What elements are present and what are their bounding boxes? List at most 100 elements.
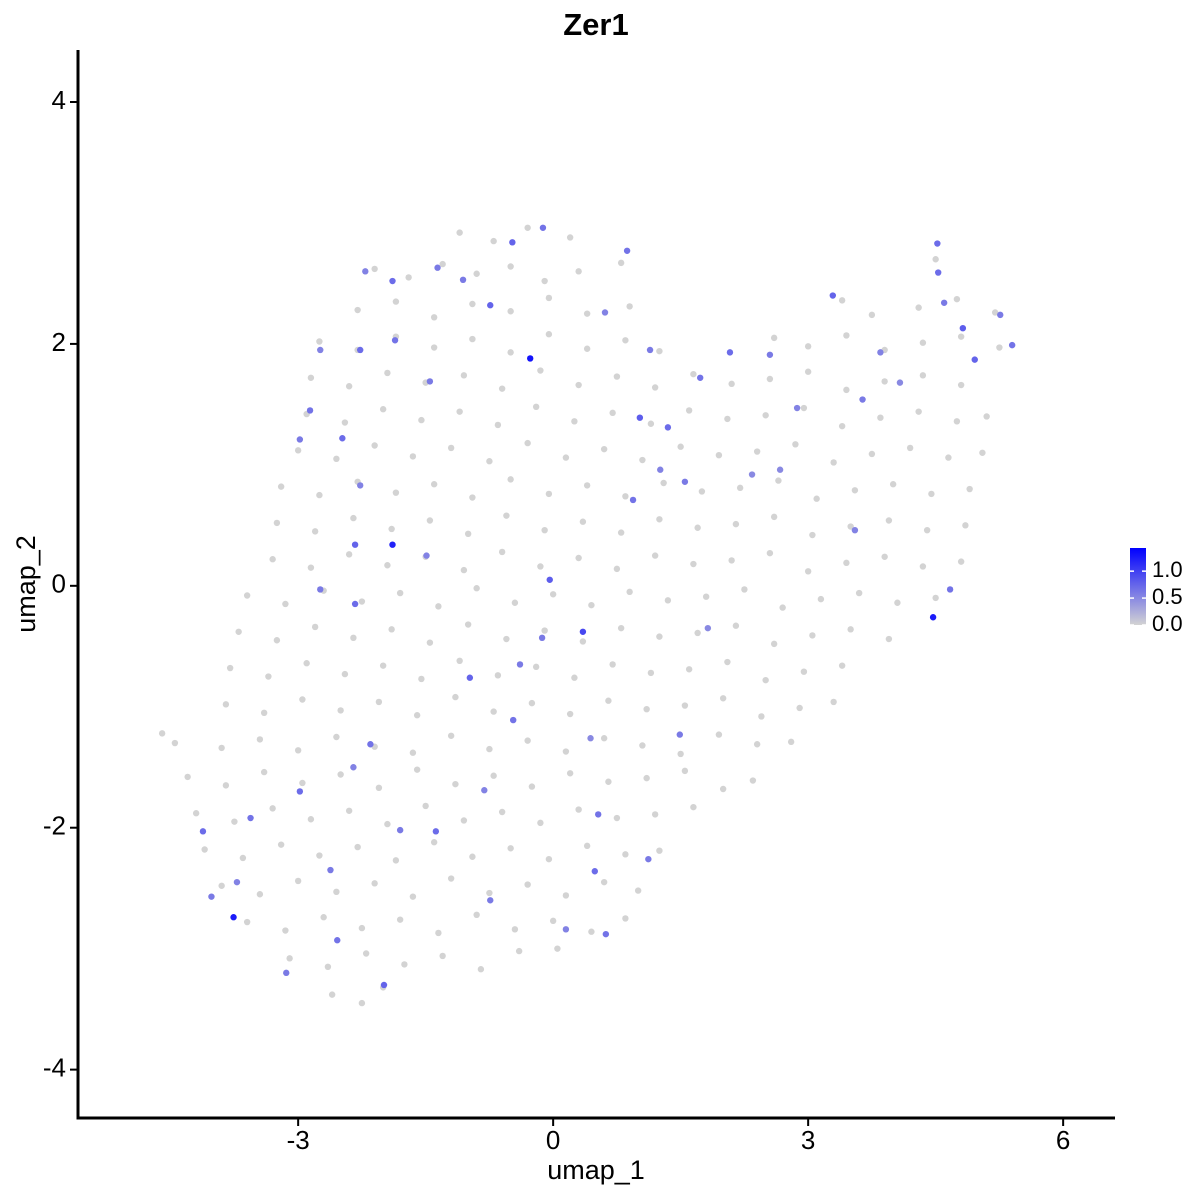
chart-title: Zer1 xyxy=(563,7,628,42)
point xyxy=(881,378,888,385)
point xyxy=(218,744,225,752)
point xyxy=(358,924,366,932)
point xyxy=(311,528,319,535)
point xyxy=(486,889,493,897)
point xyxy=(919,339,927,346)
point xyxy=(629,496,637,504)
point xyxy=(838,297,846,304)
point xyxy=(337,771,344,778)
point xyxy=(294,747,302,754)
point xyxy=(208,893,215,900)
point xyxy=(656,847,663,854)
y-tick-label: 4 xyxy=(52,85,66,115)
y-axis-title: umap_2 xyxy=(11,535,41,633)
point xyxy=(456,229,463,236)
point xyxy=(362,950,370,957)
point xyxy=(928,490,935,498)
point xyxy=(566,770,574,777)
point xyxy=(435,603,442,610)
point xyxy=(728,557,735,564)
point xyxy=(510,716,517,724)
point xyxy=(371,442,378,449)
point xyxy=(583,310,591,317)
point xyxy=(456,657,463,665)
point xyxy=(600,878,608,886)
point xyxy=(622,915,629,922)
point xyxy=(430,481,438,488)
point xyxy=(732,520,740,528)
point xyxy=(362,268,369,275)
point xyxy=(617,529,625,536)
point xyxy=(685,666,693,673)
point xyxy=(447,444,455,452)
point xyxy=(507,845,514,852)
point xyxy=(609,409,616,417)
point xyxy=(847,523,854,530)
point xyxy=(962,522,969,529)
point xyxy=(392,489,400,496)
point xyxy=(256,736,264,743)
point xyxy=(277,841,285,848)
point xyxy=(243,918,251,926)
point xyxy=(358,999,366,1007)
point xyxy=(426,639,434,646)
point xyxy=(430,314,438,321)
point xyxy=(647,669,655,677)
point xyxy=(906,444,914,452)
point xyxy=(388,626,395,633)
point xyxy=(935,269,942,276)
point xyxy=(766,549,774,557)
point xyxy=(953,418,961,425)
point xyxy=(435,929,442,937)
point xyxy=(328,991,336,998)
point xyxy=(770,334,778,342)
point xyxy=(524,439,531,447)
point xyxy=(345,551,353,558)
point xyxy=(391,337,399,344)
point xyxy=(719,695,727,702)
point xyxy=(660,479,667,487)
point xyxy=(243,592,251,599)
point xyxy=(282,927,289,934)
point xyxy=(579,628,587,635)
point xyxy=(813,495,820,502)
point xyxy=(588,928,595,935)
point xyxy=(537,563,544,570)
point xyxy=(447,875,455,882)
point xyxy=(459,276,467,284)
point xyxy=(367,741,374,748)
point xyxy=(350,634,357,642)
point xyxy=(617,624,625,632)
point xyxy=(957,558,965,565)
point xyxy=(694,629,701,637)
point xyxy=(753,741,761,748)
point xyxy=(306,407,314,414)
point xyxy=(762,412,769,419)
point xyxy=(697,374,704,381)
point xyxy=(885,635,893,643)
point xyxy=(622,493,629,500)
point xyxy=(333,455,340,463)
point xyxy=(758,713,765,720)
x-axis-title: umap_1 xyxy=(547,1155,645,1185)
point xyxy=(724,415,731,423)
point xyxy=(843,559,850,567)
point xyxy=(732,622,740,629)
point xyxy=(583,345,591,352)
point xyxy=(192,810,200,817)
point xyxy=(469,300,476,308)
point xyxy=(439,952,446,960)
point xyxy=(524,224,531,231)
point xyxy=(307,564,315,571)
point xyxy=(371,265,378,273)
point xyxy=(396,826,404,834)
point xyxy=(357,482,364,489)
point xyxy=(545,294,553,302)
point xyxy=(762,676,769,684)
point xyxy=(375,784,383,792)
point xyxy=(600,735,608,742)
point xyxy=(379,662,387,669)
point xyxy=(885,517,893,524)
point xyxy=(351,600,359,608)
point xyxy=(579,638,587,645)
